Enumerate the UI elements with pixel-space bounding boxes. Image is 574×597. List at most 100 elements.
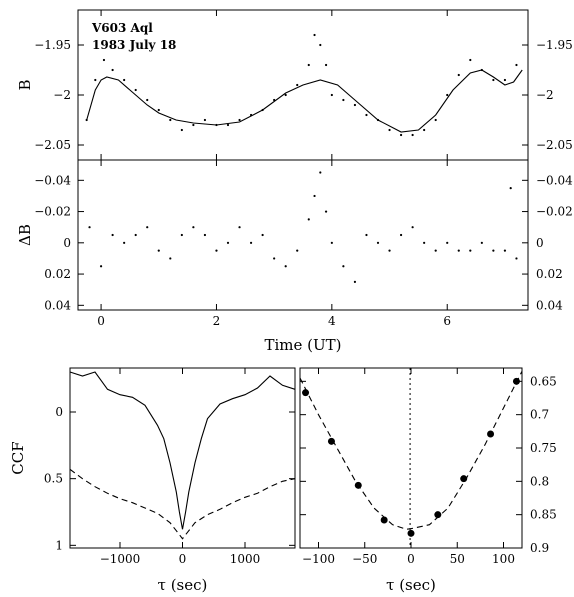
ccf-point — [434, 511, 442, 519]
data-point — [330, 93, 333, 97]
ccf-point — [302, 389, 310, 397]
data-point — [203, 233, 207, 237]
y-tick-label-right: 0.04 — [536, 298, 563, 312]
data-point — [273, 257, 276, 260]
y-tick-label-right: 0 — [536, 236, 544, 250]
data-point — [515, 63, 518, 67]
y-tick-label-right: −2 — [536, 88, 554, 102]
data-point — [307, 63, 310, 67]
y-tick-label: −2 — [53, 88, 71, 102]
data-point — [134, 88, 137, 92]
x-axis-label: Time (UT) — [264, 336, 341, 354]
y-tick-label-right: −0.04 — [536, 173, 573, 187]
y-tick-label: 0.02 — [44, 267, 71, 281]
data-point — [192, 123, 195, 127]
data-point — [203, 118, 207, 122]
data-point — [192, 226, 195, 229]
y-tick-label-right: 0.65 — [530, 374, 557, 388]
solid-ccf-line — [69, 371, 296, 530]
x-tick-label: −100 — [302, 552, 335, 566]
data-point — [157, 249, 160, 252]
data-point — [111, 233, 114, 237]
panel-light-curve: −1.95 −1.95 −2 −2 −2.05 −2.05 B — [16, 9, 573, 161]
y-tick-label-right: 0.02 — [536, 267, 563, 281]
ccf-point — [407, 529, 415, 537]
data-point — [313, 33, 316, 37]
data-point — [180, 128, 183, 132]
data-point — [296, 249, 299, 252]
data-point — [146, 226, 149, 229]
data-point — [388, 128, 391, 132]
y-axis-label: B — [16, 79, 34, 90]
ccf-point — [327, 437, 335, 445]
data-point — [365, 233, 368, 237]
data-point — [411, 133, 414, 137]
data-point — [492, 78, 495, 82]
data-point — [480, 241, 483, 244]
data-point — [446, 241, 449, 244]
y-tick-label-right: 0.75 — [530, 441, 557, 455]
data-point — [238, 226, 241, 229]
panel-ccf: −1000 0 1000 0 0.5 1 CCF τ (sec) — [9, 367, 296, 594]
data-point — [342, 265, 345, 268]
data-point — [102, 58, 106, 62]
dashed-ccf-line — [69, 468, 296, 540]
y-tick-label: −1.95 — [34, 38, 71, 52]
data-point — [330, 241, 333, 244]
data-point — [423, 241, 426, 244]
x-tick-label: −50 — [352, 552, 377, 566]
data-point — [249, 241, 253, 244]
y-axis-label: ΔB — [16, 224, 34, 246]
data-point — [169, 118, 172, 122]
data-point — [434, 118, 437, 122]
data-point — [388, 249, 391, 252]
annotation-date: 1983 July 18 — [92, 38, 176, 52]
data-point — [296, 83, 299, 87]
y-tick-label-right: 0.85 — [530, 508, 557, 522]
data-point — [88, 226, 91, 229]
data-point — [515, 257, 518, 260]
data-point — [123, 241, 126, 244]
data-point — [376, 241, 380, 244]
y-tick-label-right: 0.7 — [530, 408, 549, 422]
data-point — [169, 257, 172, 260]
data-point — [457, 73, 460, 77]
x-tick-label: 1000 — [230, 552, 261, 566]
x-tick-label: 6 — [443, 314, 451, 328]
data-point — [469, 58, 472, 62]
data-point — [492, 249, 495, 252]
y-tick-label-right: 0.8 — [530, 474, 549, 488]
x-tick-label: 100 — [492, 552, 515, 566]
data-point — [353, 103, 357, 107]
data-point — [319, 171, 322, 174]
y-tick-label: −0.02 — [34, 205, 71, 219]
x-tick-label: 50 — [450, 552, 465, 566]
x-tick-label: 0 — [407, 552, 415, 566]
data-point — [411, 226, 414, 229]
data-point — [342, 98, 345, 102]
data-point — [434, 249, 437, 252]
x-tick-label: −1000 — [100, 552, 141, 566]
x-axis-label: τ (sec) — [158, 576, 208, 594]
panel-residuals: 0 2 4 6 −0.04 −0.04 −0.02 −0.02 0 0 0.02 0.02 0.04 0.… — [16, 159, 573, 354]
data-point — [469, 249, 472, 252]
data-point — [99, 265, 103, 268]
data-point — [509, 187, 512, 190]
y-tick-label: 0.04 — [44, 298, 71, 312]
data-point — [111, 68, 114, 72]
y-tick-label: −0.04 — [34, 173, 71, 187]
data-point — [503, 78, 507, 82]
plot-frame — [69, 367, 296, 549]
annotation-star-name: V603 Aql — [91, 21, 153, 35]
data-point — [134, 233, 137, 237]
x-tick-label: 2 — [213, 314, 221, 328]
data-point — [457, 249, 460, 252]
model-fit-line — [86, 69, 523, 133]
data-point — [319, 43, 322, 47]
y-tick-label: 0.5 — [44, 472, 63, 486]
data-point — [284, 93, 287, 97]
plot-frame — [299, 367, 523, 549]
dashed-ccf-line — [299, 371, 523, 530]
y-tick-label: 1 — [55, 538, 63, 552]
